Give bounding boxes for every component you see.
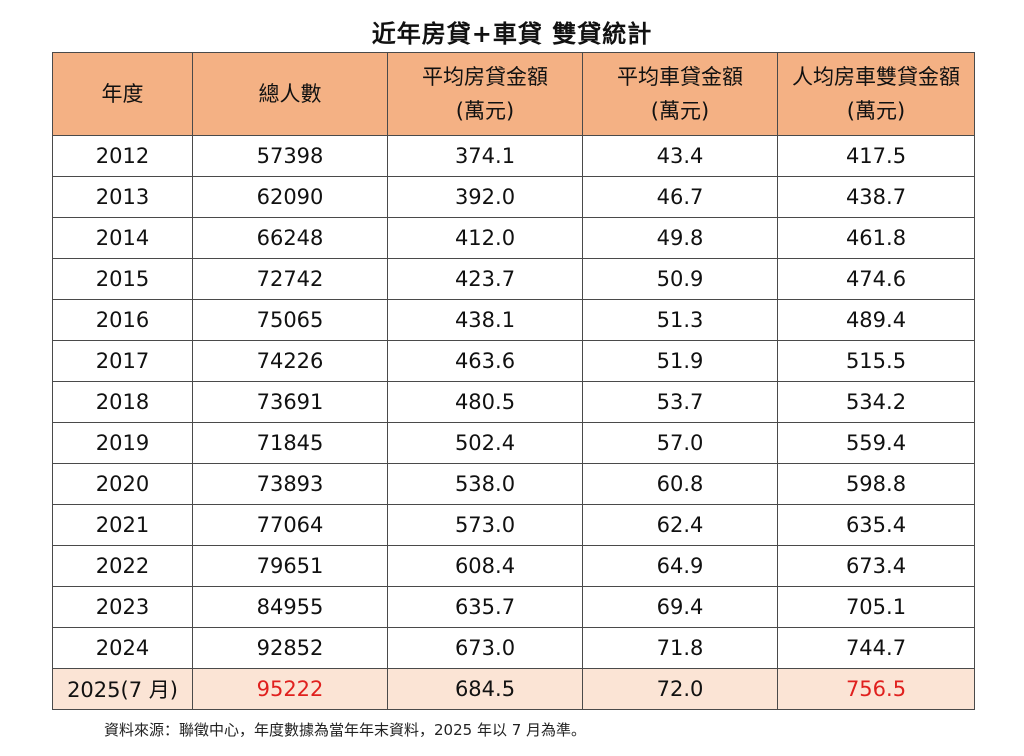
total-people-cell: 84955 — [192, 586, 388, 628]
per-capita-dual-loan-cell: 461.8 — [777, 217, 975, 259]
table-row: 2021 77064 573.0 62.4 635.4 — [52, 504, 975, 546]
table-row: 2025(7 月) 95222 684.5 72.0 756.5 — [52, 668, 975, 710]
table-row: 2022 79651 608.4 64.9 673.4 — [52, 545, 975, 587]
year-cell: 2013 — [52, 176, 193, 218]
avg-mortgage-cell: 684.5 — [387, 668, 583, 710]
year-cell: 2022 — [52, 545, 193, 587]
total-people-cell: 73691 — [192, 381, 388, 423]
table-row: 2013 62090 392.0 46.7 438.7 — [52, 176, 975, 218]
total-people-cell: 73893 — [192, 463, 388, 505]
year-cell: 2020 — [52, 463, 193, 505]
avg-car-loan-cell: 51.9 — [582, 340, 778, 382]
per-capita-dual-loan-cell: 635.4 — [777, 504, 975, 546]
per-capita-dual-loan-cell: 756.5 — [777, 668, 975, 710]
table-row: 2020 73893 538.0 60.8 598.8 — [52, 463, 975, 505]
total-people-cell: 66248 — [192, 217, 388, 259]
header-total-people: 總人數 — [192, 52, 388, 136]
avg-mortgage-cell: 480.5 — [387, 381, 583, 423]
total-people-cell: 72742 — [192, 258, 388, 300]
avg-car-loan-cell: 57.0 — [582, 422, 778, 464]
per-capita-dual-loan-cell: 598.8 — [777, 463, 975, 505]
table-row: 2019 71845 502.4 57.0 559.4 — [52, 422, 975, 464]
avg-car-loan-cell: 71.8 — [582, 627, 778, 669]
avg-car-loan-cell: 50.9 — [582, 258, 778, 300]
per-capita-dual-loan-cell: 417.5 — [777, 135, 975, 177]
avg-car-loan-cell: 72.0 — [582, 668, 778, 710]
year-cell: 2024 — [52, 627, 193, 669]
year-cell: 2019 — [52, 422, 193, 464]
header-row: 年度 總人數 平均房貸金額 (萬元) 平均車貸金額 (萬元) 人均房車雙貸金額 … — [52, 52, 975, 136]
avg-car-loan-cell: 60.8 — [582, 463, 778, 505]
table-row: 2012 57398 374.1 43.4 417.5 — [52, 135, 975, 177]
avg-car-loan-cell: 51.3 — [582, 299, 778, 341]
avg-car-loan-cell: 46.7 — [582, 176, 778, 218]
year-cell: 2014 — [52, 217, 193, 259]
per-capita-dual-loan-cell: 534.2 — [777, 381, 975, 423]
year-cell: 2018 — [52, 381, 193, 423]
avg-mortgage-cell: 412.0 — [387, 217, 583, 259]
table-row: 2023 84955 635.7 69.4 705.1 — [52, 586, 975, 628]
per-capita-dual-loan-cell: 559.4 — [777, 422, 975, 464]
header-avg-mortgage: 平均房貸金額 (萬元) — [387, 52, 583, 136]
avg-mortgage-cell: 635.7 — [387, 586, 583, 628]
table-row: 2017 74226 463.6 51.9 515.5 — [52, 340, 975, 382]
avg-mortgage-cell: 573.0 — [387, 504, 583, 546]
avg-car-loan-cell: 62.4 — [582, 504, 778, 546]
header-year: 年度 — [52, 52, 193, 136]
per-capita-dual-loan-cell: 744.7 — [777, 627, 975, 669]
total-people-cell: 57398 — [192, 135, 388, 177]
year-cell: 2015 — [52, 258, 193, 300]
avg-car-loan-cell: 43.4 — [582, 135, 778, 177]
avg-mortgage-cell: 423.7 — [387, 258, 583, 300]
year-cell: 2017 — [52, 340, 193, 382]
source-note: 資料來源：聯徵中心，年度數據為當年年末資料，2025 年以 7 月為準。 — [104, 721, 587, 739]
table-row: 2014 66248 412.0 49.8 461.8 — [52, 217, 975, 259]
avg-mortgage-cell: 392.0 — [387, 176, 583, 218]
total-people-cell: 75065 — [192, 299, 388, 341]
year-cell: 2016 — [52, 299, 193, 341]
avg-car-loan-cell: 49.8 — [582, 217, 778, 259]
avg-mortgage-cell: 374.1 — [387, 135, 583, 177]
avg-mortgage-cell: 608.4 — [387, 545, 583, 587]
per-capita-dual-loan-cell: 438.7 — [777, 176, 975, 218]
avg-car-loan-cell: 64.9 — [582, 545, 778, 587]
per-capita-dual-loan-cell: 705.1 — [777, 586, 975, 628]
year-cell: 2021 — [52, 504, 193, 546]
per-capita-dual-loan-cell: 474.6 — [777, 258, 975, 300]
total-people-cell: 71845 — [192, 422, 388, 464]
header-avg-car-loan: 平均車貸金額 (萬元) — [582, 52, 778, 136]
table-row: 2016 75065 438.1 51.3 489.4 — [52, 299, 975, 341]
avg-car-loan-cell: 53.7 — [582, 381, 778, 423]
avg-mortgage-cell: 673.0 — [387, 627, 583, 669]
total-people-cell: 92852 — [192, 627, 388, 669]
table-row: 2018 73691 480.5 53.7 534.2 — [52, 381, 975, 423]
loan-statistics-table: 年度 總人數 平均房貸金額 (萬元) 平均車貸金額 (萬元) 人均房車雙貸金額 … — [52, 52, 975, 710]
avg-mortgage-cell: 463.6 — [387, 340, 583, 382]
total-people-cell: 95222 — [192, 668, 388, 710]
per-capita-dual-loan-cell: 673.4 — [777, 545, 975, 587]
year-cell: 2012 — [52, 135, 193, 177]
table-row: 2024 92852 673.0 71.8 744.7 — [52, 627, 975, 669]
per-capita-dual-loan-cell: 515.5 — [777, 340, 975, 382]
total-people-cell: 74226 — [192, 340, 388, 382]
total-people-cell: 77064 — [192, 504, 388, 546]
per-capita-dual-loan-cell: 489.4 — [777, 299, 975, 341]
total-people-cell: 62090 — [192, 176, 388, 218]
avg-mortgage-cell: 438.1 — [387, 299, 583, 341]
total-people-cell: 79651 — [192, 545, 388, 587]
year-cell: 2023 — [52, 586, 193, 628]
year-cell: 2025(7 月) — [52, 668, 193, 710]
avg-mortgage-cell: 538.0 — [387, 463, 583, 505]
avg-mortgage-cell: 502.4 — [387, 422, 583, 464]
table-title: 近年房貸+車貸 雙貸統計 — [371, 20, 653, 48]
table-row: 2015 72742 423.7 50.9 474.6 — [52, 258, 975, 300]
header-per-capita-dual-loan: 人均房車雙貸金額 (萬元) — [777, 52, 975, 136]
avg-car-loan-cell: 69.4 — [582, 586, 778, 628]
